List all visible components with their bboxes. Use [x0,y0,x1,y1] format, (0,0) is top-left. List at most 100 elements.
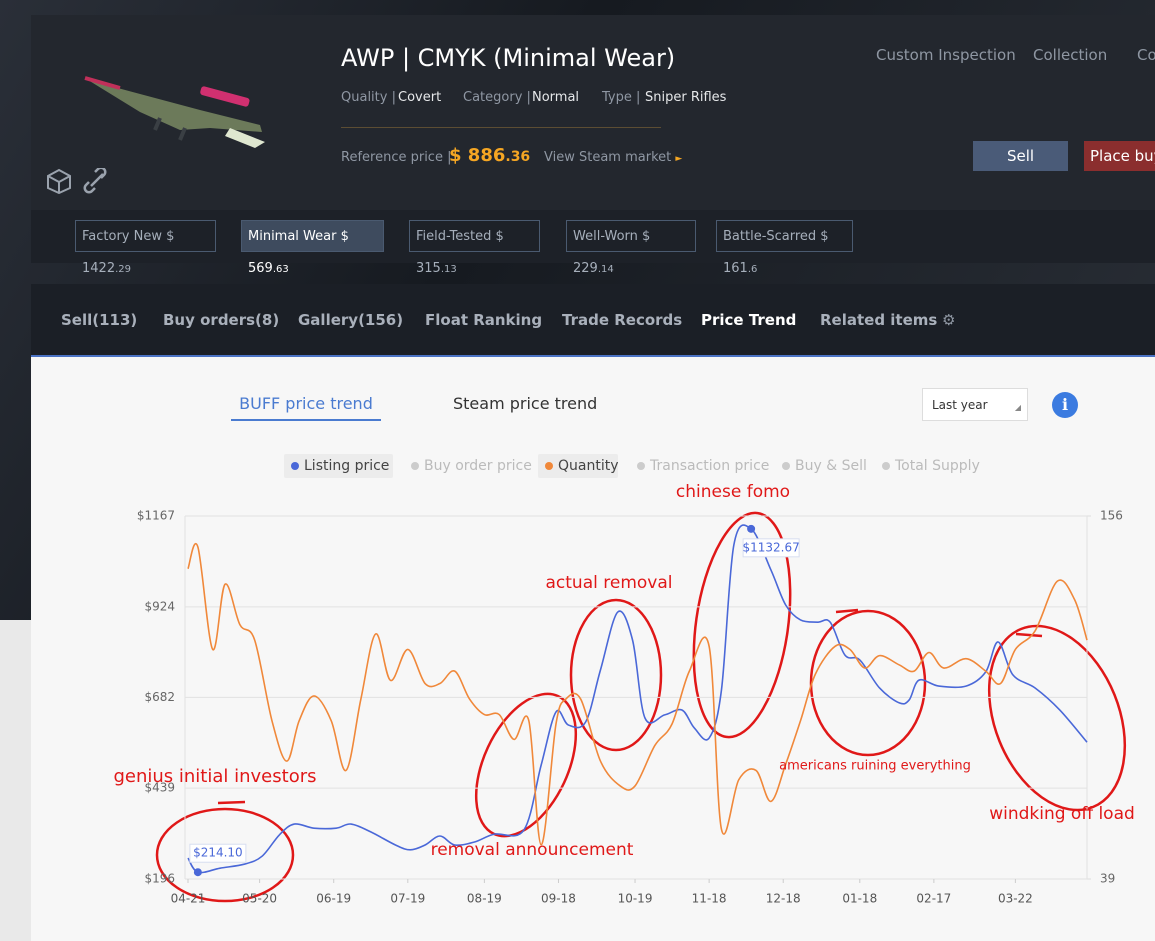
item-panel [31,15,1155,210]
annotation: chinese fomo [676,482,790,502]
wear-tab[interactable]: Well-Worn $ 229.14 [566,220,696,276]
point [747,524,756,533]
quality-label: Quality | [341,90,396,105]
wear-tab[interactable]: Minimal Wear $ 569.63 [241,220,384,276]
wear-cents[interactable]: .13 [440,264,457,275]
x-tick-label: 10-19 [618,892,653,906]
wear-tab[interactable]: Field-Tested $ 315.13 [409,220,540,276]
legend-label: Buy order price [424,458,532,474]
y-tick-label: $439 [144,781,175,795]
tab-active[interactable]: Price Trend [701,311,797,329]
value-label: $1132.67 [742,540,799,554]
item-title: AWP | CMYK (Minimal Wear) [341,44,676,72]
y-tick-label: $1167 [137,509,175,523]
legend-dot [291,462,299,470]
buy-button[interactable]: Place buy [1084,141,1155,171]
legend-label: Transaction price [649,458,769,474]
y-tick-label: $682 [144,690,175,704]
legend-label: Quantity [558,458,619,474]
legend-dot [782,462,790,470]
reference-price-main: $ 886 [449,145,506,166]
wear-tab[interactable]: Factory New $ 1422.29 [75,220,216,276]
range-text[interactable]: Last year [932,398,988,412]
x-tick-label: 09-18 [541,892,576,906]
trend-tab[interactable]: Steam price trend [453,394,598,413]
legend-label: Buy & Sell [795,458,867,474]
x-tick-label: 07-19 [390,892,425,906]
trend-tab-active[interactable]: BUFF price trend [231,394,381,421]
range-select[interactable]: Last year ◢ [922,388,1028,421]
y-tick-label: $924 [144,599,175,613]
annotation: actual removal [546,573,673,593]
tab[interactable]: Trade Records [562,311,683,329]
x-tick-label: 12-18 [766,892,801,906]
label-box [742,538,800,558]
reference-price: $ 886.36 [449,145,530,166]
type-value: Sniper Rifles [645,90,727,105]
tab[interactable]: Sell(113) [61,311,138,329]
custom-inspection[interactable]: Custom Inspection [876,46,1016,64]
wear-name[interactable]: Factory New $ 1422 [82,229,175,276]
x-tick-label: 06-19 [316,892,351,906]
annotation: removal announcement [431,840,634,860]
type-label: Type | [602,90,641,105]
item-icons [47,168,107,194]
y2-tick-label: 156 [1100,509,1123,523]
steam-link-text[interactable]: View Steam market [544,150,672,165]
category-value: Normal [532,90,580,105]
value-label: $214.10 [193,846,243,860]
sell-button[interactable]: Sell [973,141,1068,171]
wear-name[interactable]: Minimal Wear $ 569 [248,229,349,276]
y2-tick-label: 39 [1100,872,1115,886]
legend-dot [545,462,553,470]
wear-cents[interactable]: .6 [747,264,758,275]
legend-label: Total Supply [894,458,980,474]
quality-value: Covert [398,90,442,105]
x-tick-label: 01-18 [842,892,877,906]
legend-dot [637,462,645,470]
tab[interactable]: Buy orders(8) [163,311,280,329]
legend-label: Listing price [304,458,389,474]
annotation-circles [155,511,1127,903]
category-label: Category | [463,90,531,105]
wear-bar [31,210,1155,263]
legend-chip [538,454,618,478]
legend-dot [411,462,419,470]
annotation: genius initial investors [113,766,316,787]
steam-link[interactable]: View Steam market ► [544,150,683,165]
point [193,868,202,877]
page-gutter [0,620,31,941]
info-button[interactable]: i [1052,392,1078,418]
wear-cents[interactable]: .63 [272,264,289,275]
x-tick-label: 02-17 [916,892,951,906]
annotation: windking off load [989,804,1135,824]
tab[interactable]: Gallery(156) [298,311,404,329]
x-tick-label: 08-19 [467,892,502,906]
label-box [189,843,247,863]
legend-chip [284,454,393,478]
reference-label: Reference price | [341,150,452,165]
series-line [187,543,1088,846]
wear-name[interactable]: Well-Worn $ 229 [573,229,651,276]
x-tick-label: 04-21 [171,892,206,906]
x-tick-label: 03-22 [998,892,1033,906]
series-line [187,524,1088,874]
wear-cents[interactable]: .14 [597,264,614,275]
wear-cents[interactable]: .29 [115,264,131,275]
y-tick-label: $196 [144,872,175,886]
wear-name[interactable]: Field-Tested $ 315 [416,229,504,276]
wear-name[interactable]: Battle-Scarred $ 161 [723,229,829,276]
settings-icon[interactable]: ⚙ [942,311,956,329]
tab[interactable]: Related items [820,311,938,329]
reference-cents: .36 [505,149,531,165]
more-link[interactable]: Co [1137,46,1155,64]
tab-bar [31,284,1155,357]
wear-tab[interactable]: Battle-Scarred $ 161.6 [716,220,853,276]
x-tick-label: 11-18 [692,892,727,906]
collection[interactable]: Collection [1033,46,1108,64]
legend-dot [882,462,890,470]
tab[interactable]: Float Ranking [425,311,543,329]
divider [341,127,661,128]
